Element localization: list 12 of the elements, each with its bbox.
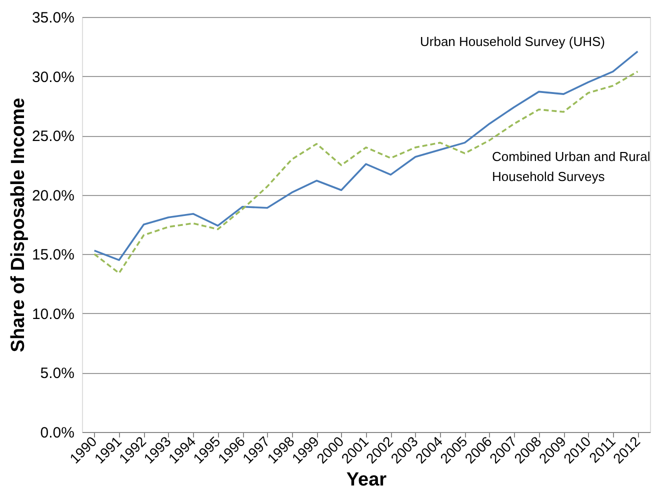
y-tick-label: 5.0% (40, 365, 74, 382)
x-axis-title: Year (346, 469, 388, 490)
y-tick-label: 10.0% (32, 306, 74, 323)
y-tick-label: 30.0% (32, 68, 74, 86)
y-tick-label: 35.0% (32, 10, 74, 26)
y-tick-label: 0.0% (40, 424, 74, 442)
y-axis-title: Share of Disposable Income (8, 98, 29, 352)
annotation: Combined Urban and Rural Household Surveys (492, 149, 650, 184)
y-tick-label: 25.0% (32, 128, 74, 146)
y-tick-label: 15.0% (32, 246, 74, 264)
y-tick-label: 20.0% (32, 187, 74, 204)
annotation: Urban Household Survey (UHS) (420, 34, 605, 49)
